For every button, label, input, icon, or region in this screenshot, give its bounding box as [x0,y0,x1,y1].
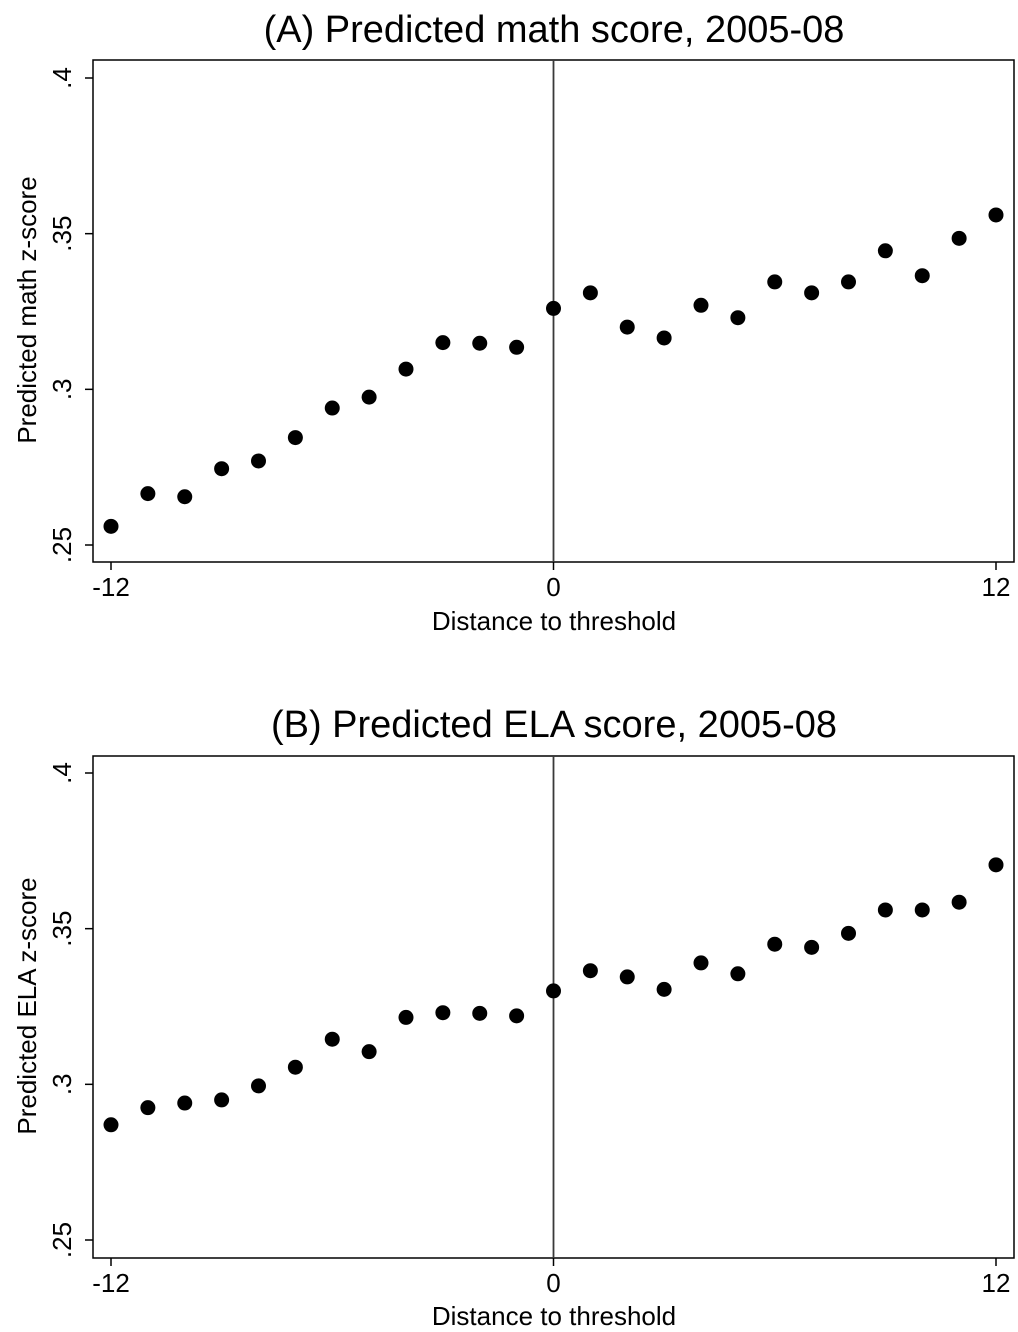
y-tick-label: .4 [47,67,77,89]
y-tick-label: .3 [47,378,77,400]
y-tick-label: .25 [47,527,77,563]
y-tick-label: .3 [47,1073,77,1095]
y-axis-label-b: Predicted ELA z-score [12,877,42,1134]
data-point [287,430,303,446]
plot-area-b: .25 .3 .35 .4 -12 0 12 [47,756,1010,1298]
data-point [509,339,525,355]
data-point [988,857,1004,873]
data-point [472,1005,488,1021]
data-point [877,902,893,918]
data-point [177,489,193,505]
data-point [214,1092,230,1108]
data-point [767,936,783,952]
data-point [177,1095,193,1111]
data-point [140,1100,156,1116]
y-tick-label: .4 [47,762,77,784]
data-point [582,963,598,979]
data-point [214,461,230,477]
data-point [841,925,856,941]
data-point [140,486,156,502]
data-point [804,285,820,301]
data-point [324,1031,340,1047]
data-point [472,335,488,351]
panel-b: (B) Predicted ELA score, 2005-08 Predict… [12,704,1015,1331]
y-tick-label: .25 [47,1222,77,1258]
data-point [656,330,672,346]
data-point [398,361,414,377]
data-point [103,518,119,534]
data-point [914,902,930,918]
data-point [509,1008,525,1024]
x-axis-label-b: Distance to threshold [432,1301,676,1331]
y-tick-label: .35 [47,216,77,252]
data-point [693,297,709,313]
data-point [619,969,635,985]
data-point [251,453,266,469]
x-axis-label-a: Distance to threshold [432,606,676,636]
chart-title-b: (B) Predicted ELA score, 2005-08 [271,704,837,746]
y-tick-label: .35 [47,911,77,947]
data-point [877,243,893,259]
data-point [619,319,635,335]
x-tick-label: 0 [546,1268,560,1298]
data-point [582,285,598,301]
data-point [546,300,561,316]
x-tick-label: 12 [982,572,1011,602]
data-point [767,274,783,290]
x-tick-label: 12 [982,1268,1011,1298]
x-tick-label: -12 [92,572,130,602]
data-point [324,400,340,416]
data-point [693,955,709,971]
data-point [435,1005,451,1021]
data-point [546,983,561,999]
data-point [287,1059,303,1075]
chart-title-a: (A) Predicted math score, 2005-08 [264,9,845,51]
data-point [251,1078,266,1094]
data-point [730,966,746,982]
data-point [361,389,377,405]
data-point [988,207,1004,223]
data-point [914,268,930,284]
plot-area-a: .25 .3 .35 .4 -12 0 12 [47,60,1010,602]
data-point [398,1009,414,1025]
data-point [656,981,672,997]
data-point [951,894,967,910]
data-point [103,1117,119,1133]
data-point [841,274,856,290]
data-point [361,1044,377,1060]
y-axis-label-a: Predicted math z-score [12,176,42,443]
data-point [435,335,451,351]
data-point [951,230,967,246]
panel-a: (A) Predicted math score, 2005-08 Predic… [12,9,1015,636]
data-point [730,310,746,326]
x-tick-label: -12 [92,1268,130,1298]
x-tick-label: 0 [546,572,560,602]
data-point [804,939,820,955]
